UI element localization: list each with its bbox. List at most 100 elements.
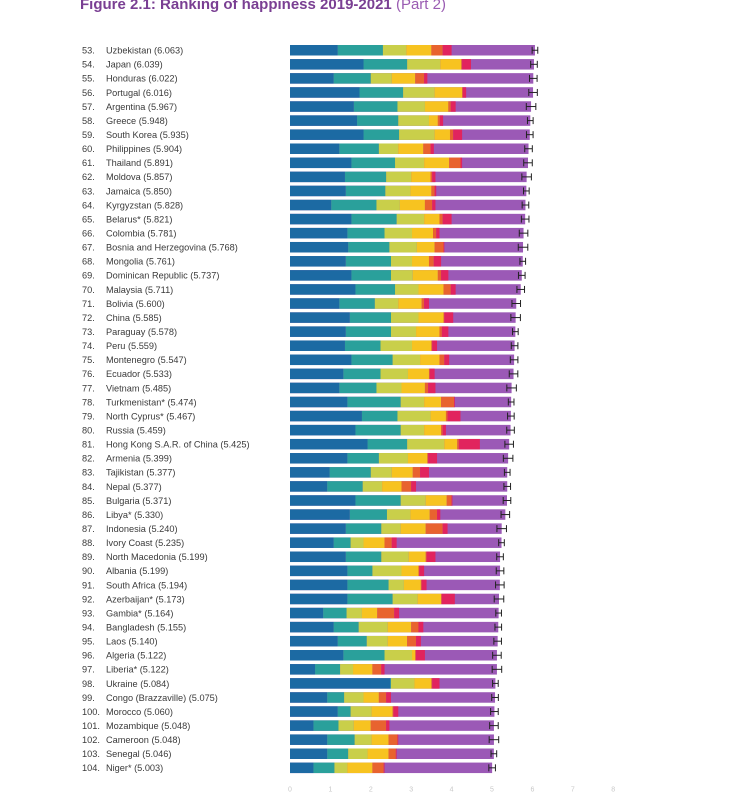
bar-social-support	[327, 734, 355, 745]
country-name: Ukraine	[106, 679, 140, 689]
bar-gdp	[290, 326, 346, 337]
country-score: (5.467)	[166, 411, 195, 421]
bar-freedom	[367, 748, 389, 759]
country-score: (5.425)	[220, 440, 249, 450]
bar-social-support	[351, 213, 397, 225]
bar-gdp	[290, 495, 356, 506]
bar-life-expectancy	[380, 340, 413, 351]
bar-social-support	[349, 509, 387, 520]
bar-gdp	[290, 438, 368, 450]
bar-life-expectancy	[384, 227, 413, 239]
bar-corruption	[383, 762, 385, 774]
bar-social-support	[359, 87, 404, 98]
error-bar	[512, 328, 519, 336]
bar-gdp	[290, 270, 352, 281]
rank-label: 71.	[82, 299, 95, 309]
error-bar	[525, 103, 537, 111]
bar-corruption	[391, 537, 397, 548]
bar-corruption	[444, 354, 450, 366]
country-name: Ecuador	[106, 369, 143, 379]
rank-label: 76.	[82, 369, 95, 379]
country-row: 75. Montenegro (5.547)	[82, 354, 519, 366]
country-label: Hong Kong S.A.R. of China (5.425)	[106, 440, 250, 450]
bar-social-support	[327, 481, 363, 492]
country-score: (5.122)	[137, 651, 166, 661]
rank-label: 77.	[82, 383, 95, 393]
bar-freedom	[424, 424, 442, 436]
bar-generosity	[377, 607, 395, 619]
bar-corruption	[441, 593, 455, 605]
bar-corruption	[453, 129, 463, 140]
country-row: 69. Dominican Republic (5.737)	[82, 270, 526, 281]
bar-corruption	[442, 213, 452, 225]
bar-generosity	[372, 664, 382, 675]
bar-freedom	[387, 621, 412, 633]
bar-life-expectancy	[391, 270, 413, 281]
bar-life-expectancy	[391, 678, 415, 689]
bar-life-expectancy	[380, 368, 408, 380]
country-row: 80. Russia (5.459)	[82, 424, 515, 436]
country-row: 76. Ecuador (5.533)	[82, 368, 519, 380]
country-label: Russia (5.459)	[106, 425, 166, 435]
bar-gdp	[290, 692, 328, 703]
error-bar	[500, 511, 511, 519]
bar-gdp	[290, 45, 338, 56]
error-bar	[502, 454, 514, 462]
country-label: Portugal (6.016)	[106, 88, 172, 98]
bar-freedom	[412, 340, 432, 351]
rank-label: 80.	[82, 425, 95, 435]
rank-label: 64.	[82, 200, 95, 210]
bar-corruption	[416, 650, 425, 661]
bar-freedom	[420, 354, 440, 366]
country-score: (5.737)	[190, 271, 219, 281]
bar-generosity	[388, 748, 396, 759]
bar-social-support	[345, 326, 391, 337]
rank-label: 92.	[82, 594, 95, 604]
rank-label: 102.	[82, 735, 100, 745]
bar-freedom	[424, 101, 449, 112]
bar-social-support	[355, 495, 401, 506]
bar-generosity	[415, 73, 425, 84]
country-score: (6.016)	[143, 88, 172, 98]
country-label: Azerbaijan* (5.173)	[106, 594, 185, 604]
country-score: (5.768)	[209, 243, 238, 253]
country-name: Bulgaria	[106, 496, 142, 506]
bar-generosity	[443, 284, 451, 295]
bar-social-support	[323, 607, 347, 619]
country-label: Morocco (5.060)	[106, 707, 173, 717]
bar-generosity	[370, 720, 387, 731]
country-name: Gambia*	[106, 608, 144, 618]
chart-title: Figure 2.1: Ranking of happiness 2019-20…	[80, 0, 446, 13]
bar-life-expectancy	[395, 284, 419, 295]
bar-generosity	[424, 382, 429, 394]
bar-life-expectancy	[396, 213, 425, 225]
bar-freedom	[424, 396, 442, 408]
error-bar	[503, 482, 512, 490]
country-score: (5.935)	[160, 130, 189, 140]
bar-generosity	[449, 129, 454, 140]
rank-label: 103.	[82, 749, 100, 759]
error-bar	[493, 595, 505, 603]
country-row: 90. Albania (5.199)	[82, 565, 505, 576]
bar-life-expectancy	[340, 664, 354, 675]
error-bar	[502, 496, 512, 504]
rank-label: 73.	[82, 327, 95, 337]
country-score: (5.828)	[154, 200, 183, 210]
x-tick-label: 6	[530, 787, 534, 794]
country-name: Cameroon	[106, 735, 151, 745]
rank-label: 72.	[82, 313, 95, 323]
bar-corruption	[462, 87, 467, 98]
error-bar	[528, 74, 538, 82]
country-name: South Africa	[106, 580, 158, 590]
country-label: Tajikistan (5.377)	[106, 468, 175, 478]
bar-gdp	[290, 382, 340, 394]
rank-label: 96.	[82, 651, 95, 661]
country-score: (5.600)	[136, 299, 165, 309]
bar-generosity	[461, 59, 463, 70]
country-row: 68. Mongolia (5.761)	[82, 256, 527, 267]
bar-social-support	[329, 467, 371, 478]
bar-gdp	[290, 340, 345, 351]
rank-label: 86.	[82, 510, 95, 520]
country-row: 88. Ivory Coast (5.235)	[82, 537, 505, 548]
bar-corruption	[397, 734, 399, 745]
